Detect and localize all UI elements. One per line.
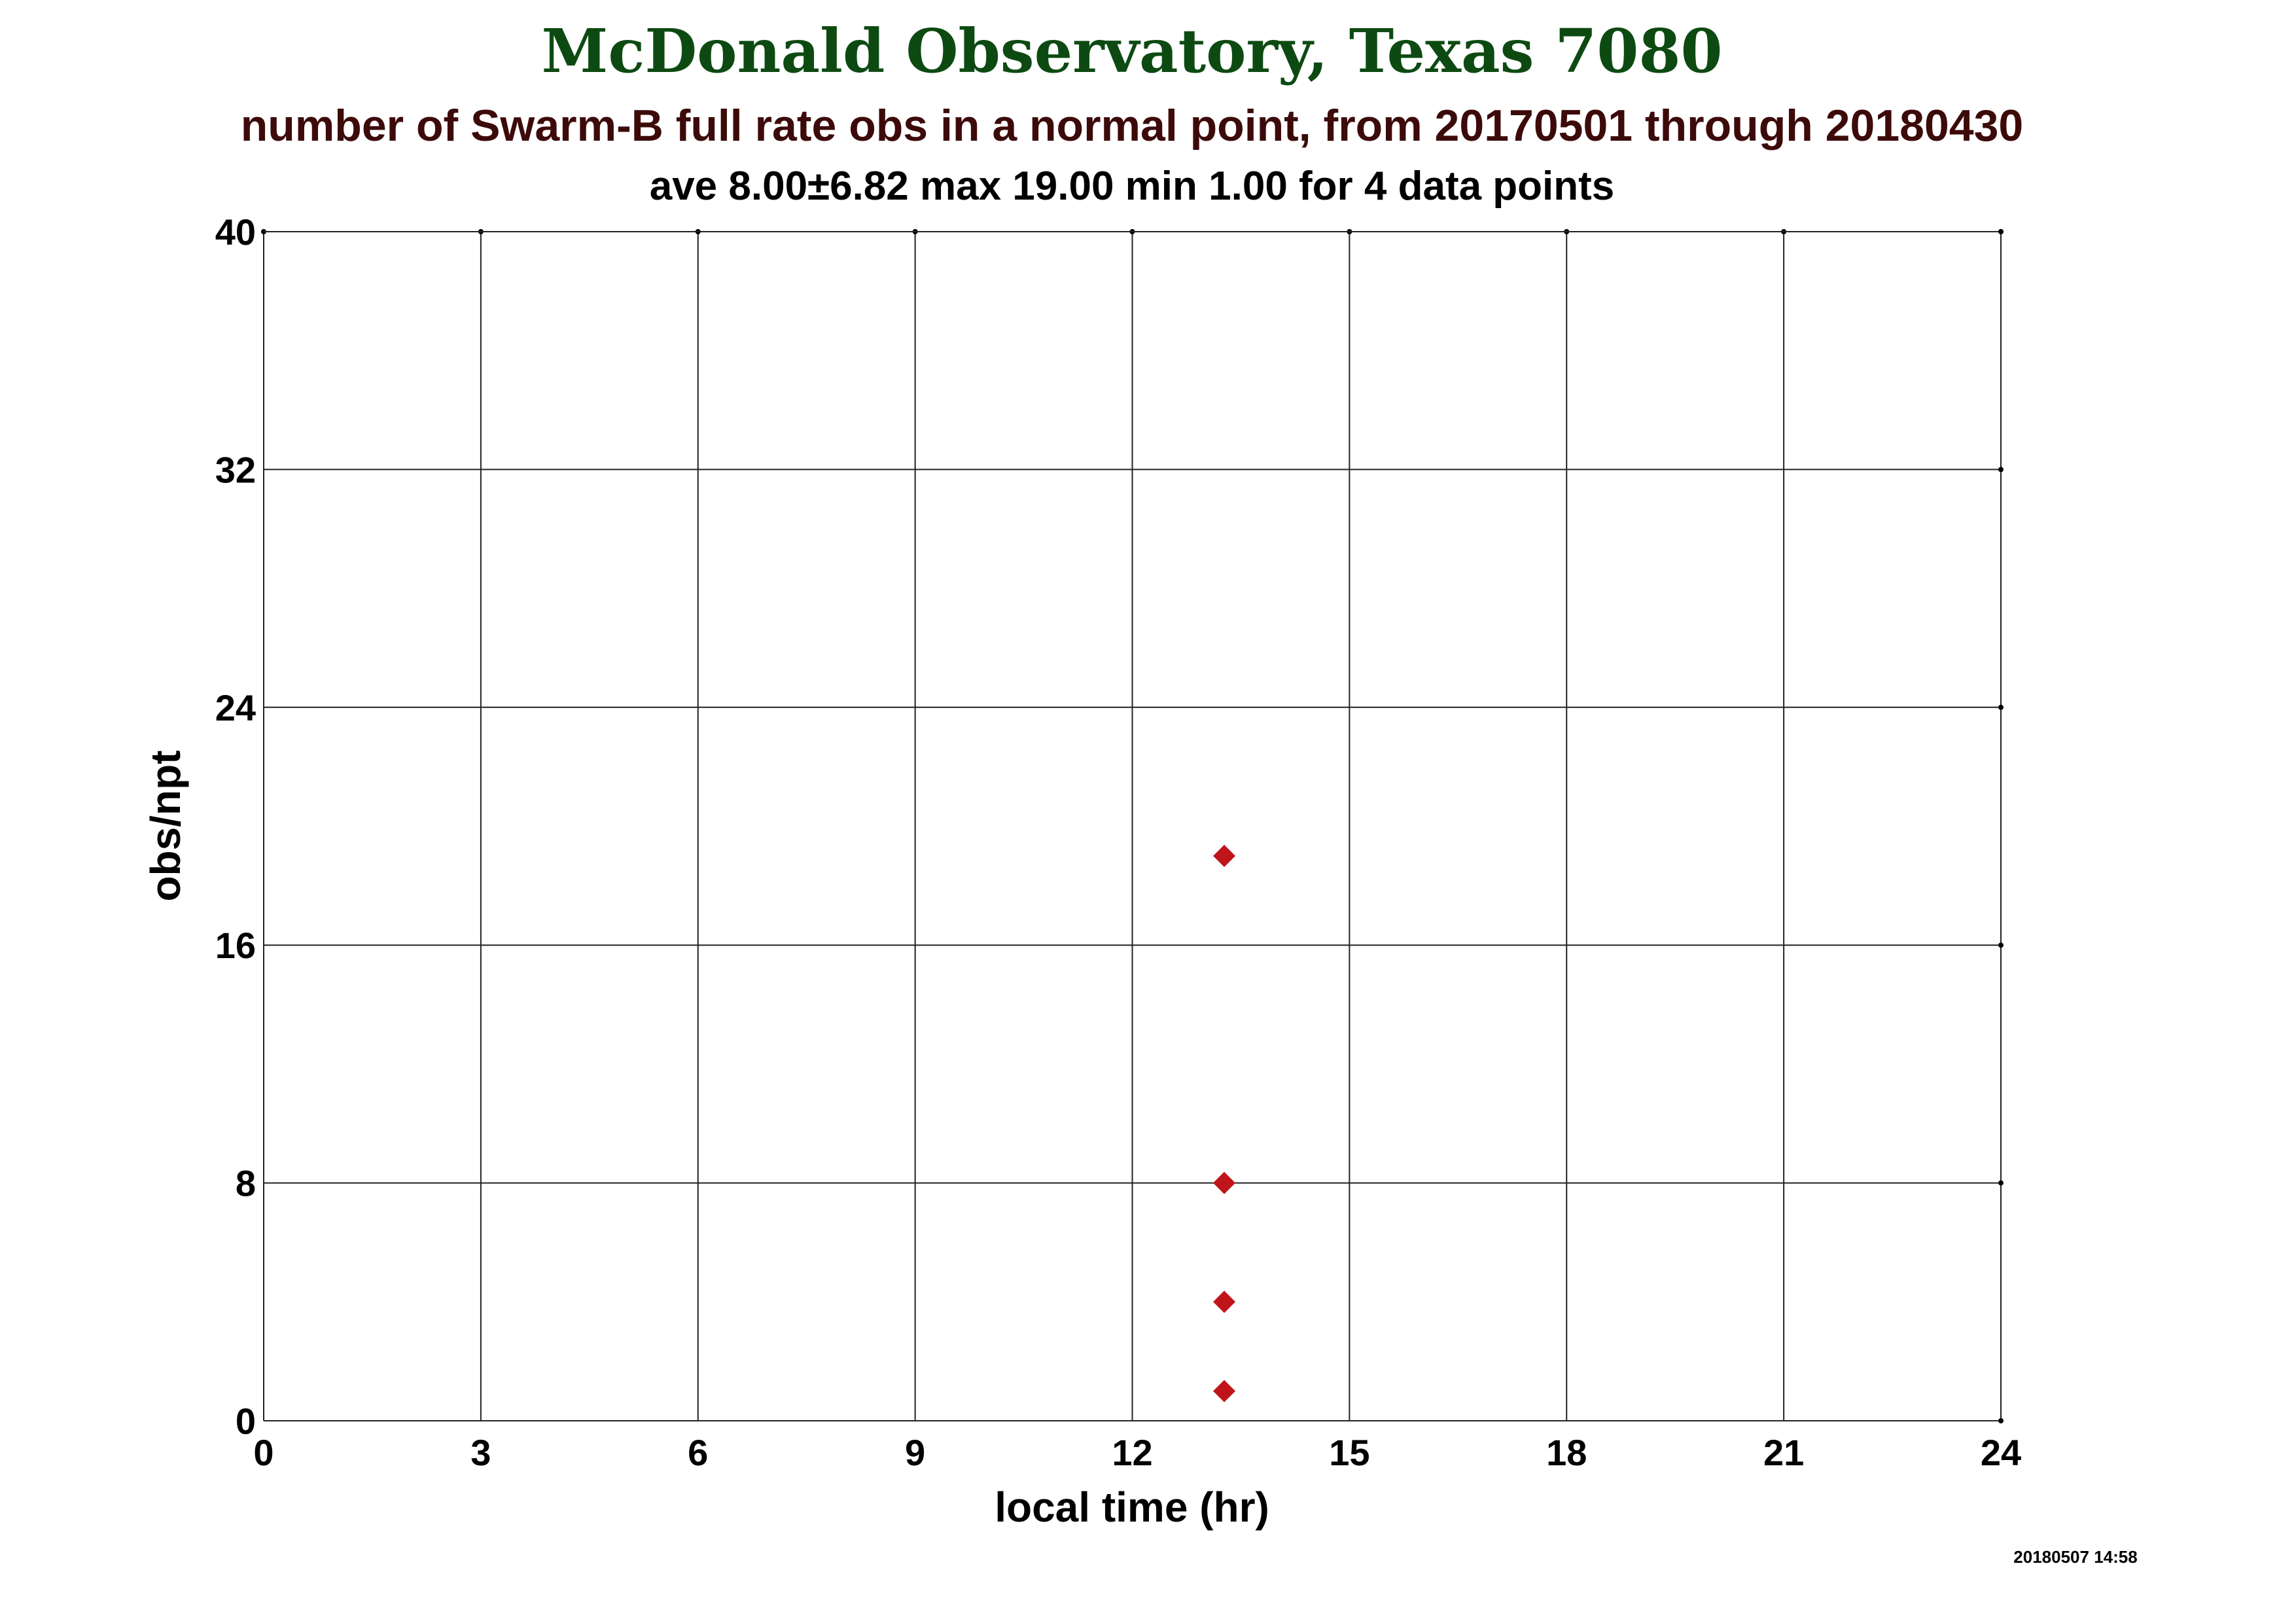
x-axis-label: local time (hr) [995,1484,1269,1531]
x-tick-label: 9 [905,1432,925,1473]
y-tick-labels: 0 8 16 24 32 40 [215,211,256,1442]
timestamp: 20180507 14:58 [2013,1547,2137,1567]
data-points [1212,844,1235,1402]
y-tick-label: 0 [236,1400,256,1442]
data-point [1212,844,1235,867]
data-point [1212,1380,1235,1402]
chart-title: McDonald Observatory, Texas 7080 [542,16,1723,86]
x-tick-label: 15 [1329,1432,1369,1473]
grid-tick-dot [1998,467,2004,473]
y-tick-label: 32 [215,449,256,490]
y-axis-label: obs/npt [142,750,189,901]
y-tick-label: 8 [236,1163,256,1204]
data-point [1212,1291,1235,1313]
grid-tick-dot [1998,1180,2004,1186]
x-tick-label: 18 [1546,1432,1587,1473]
x-tick-label: 24 [1981,1432,2021,1473]
grid [261,229,2004,1423]
x-tick-label: 21 [1763,1432,1804,1473]
data-point [1212,1171,1235,1194]
grid-tick-dot [1998,942,2004,948]
x-tick-label: 3 [470,1432,491,1473]
chart-subtitle: number of Swarm-B full rate obs in a nor… [241,101,2023,151]
x-tick-labels: 0 3 6 9 12 15 18 21 24 [253,1432,2021,1473]
grid-tick-dot [1998,1418,2004,1423]
y-tick-label: 40 [215,211,256,253]
stats-line: ave 8.00±6.82 max 19.00 min 1.00 for 4 d… [650,164,1615,209]
grid-tick-dot [1998,704,2004,710]
grid-tick-dot [1998,229,2004,234]
x-tick-label: 0 [253,1432,274,1473]
x-tick-label: 12 [1112,1432,1152,1473]
x-tick-label: 6 [688,1432,708,1473]
y-tick-label: 24 [215,687,256,728]
y-tick-label: 16 [215,925,256,966]
